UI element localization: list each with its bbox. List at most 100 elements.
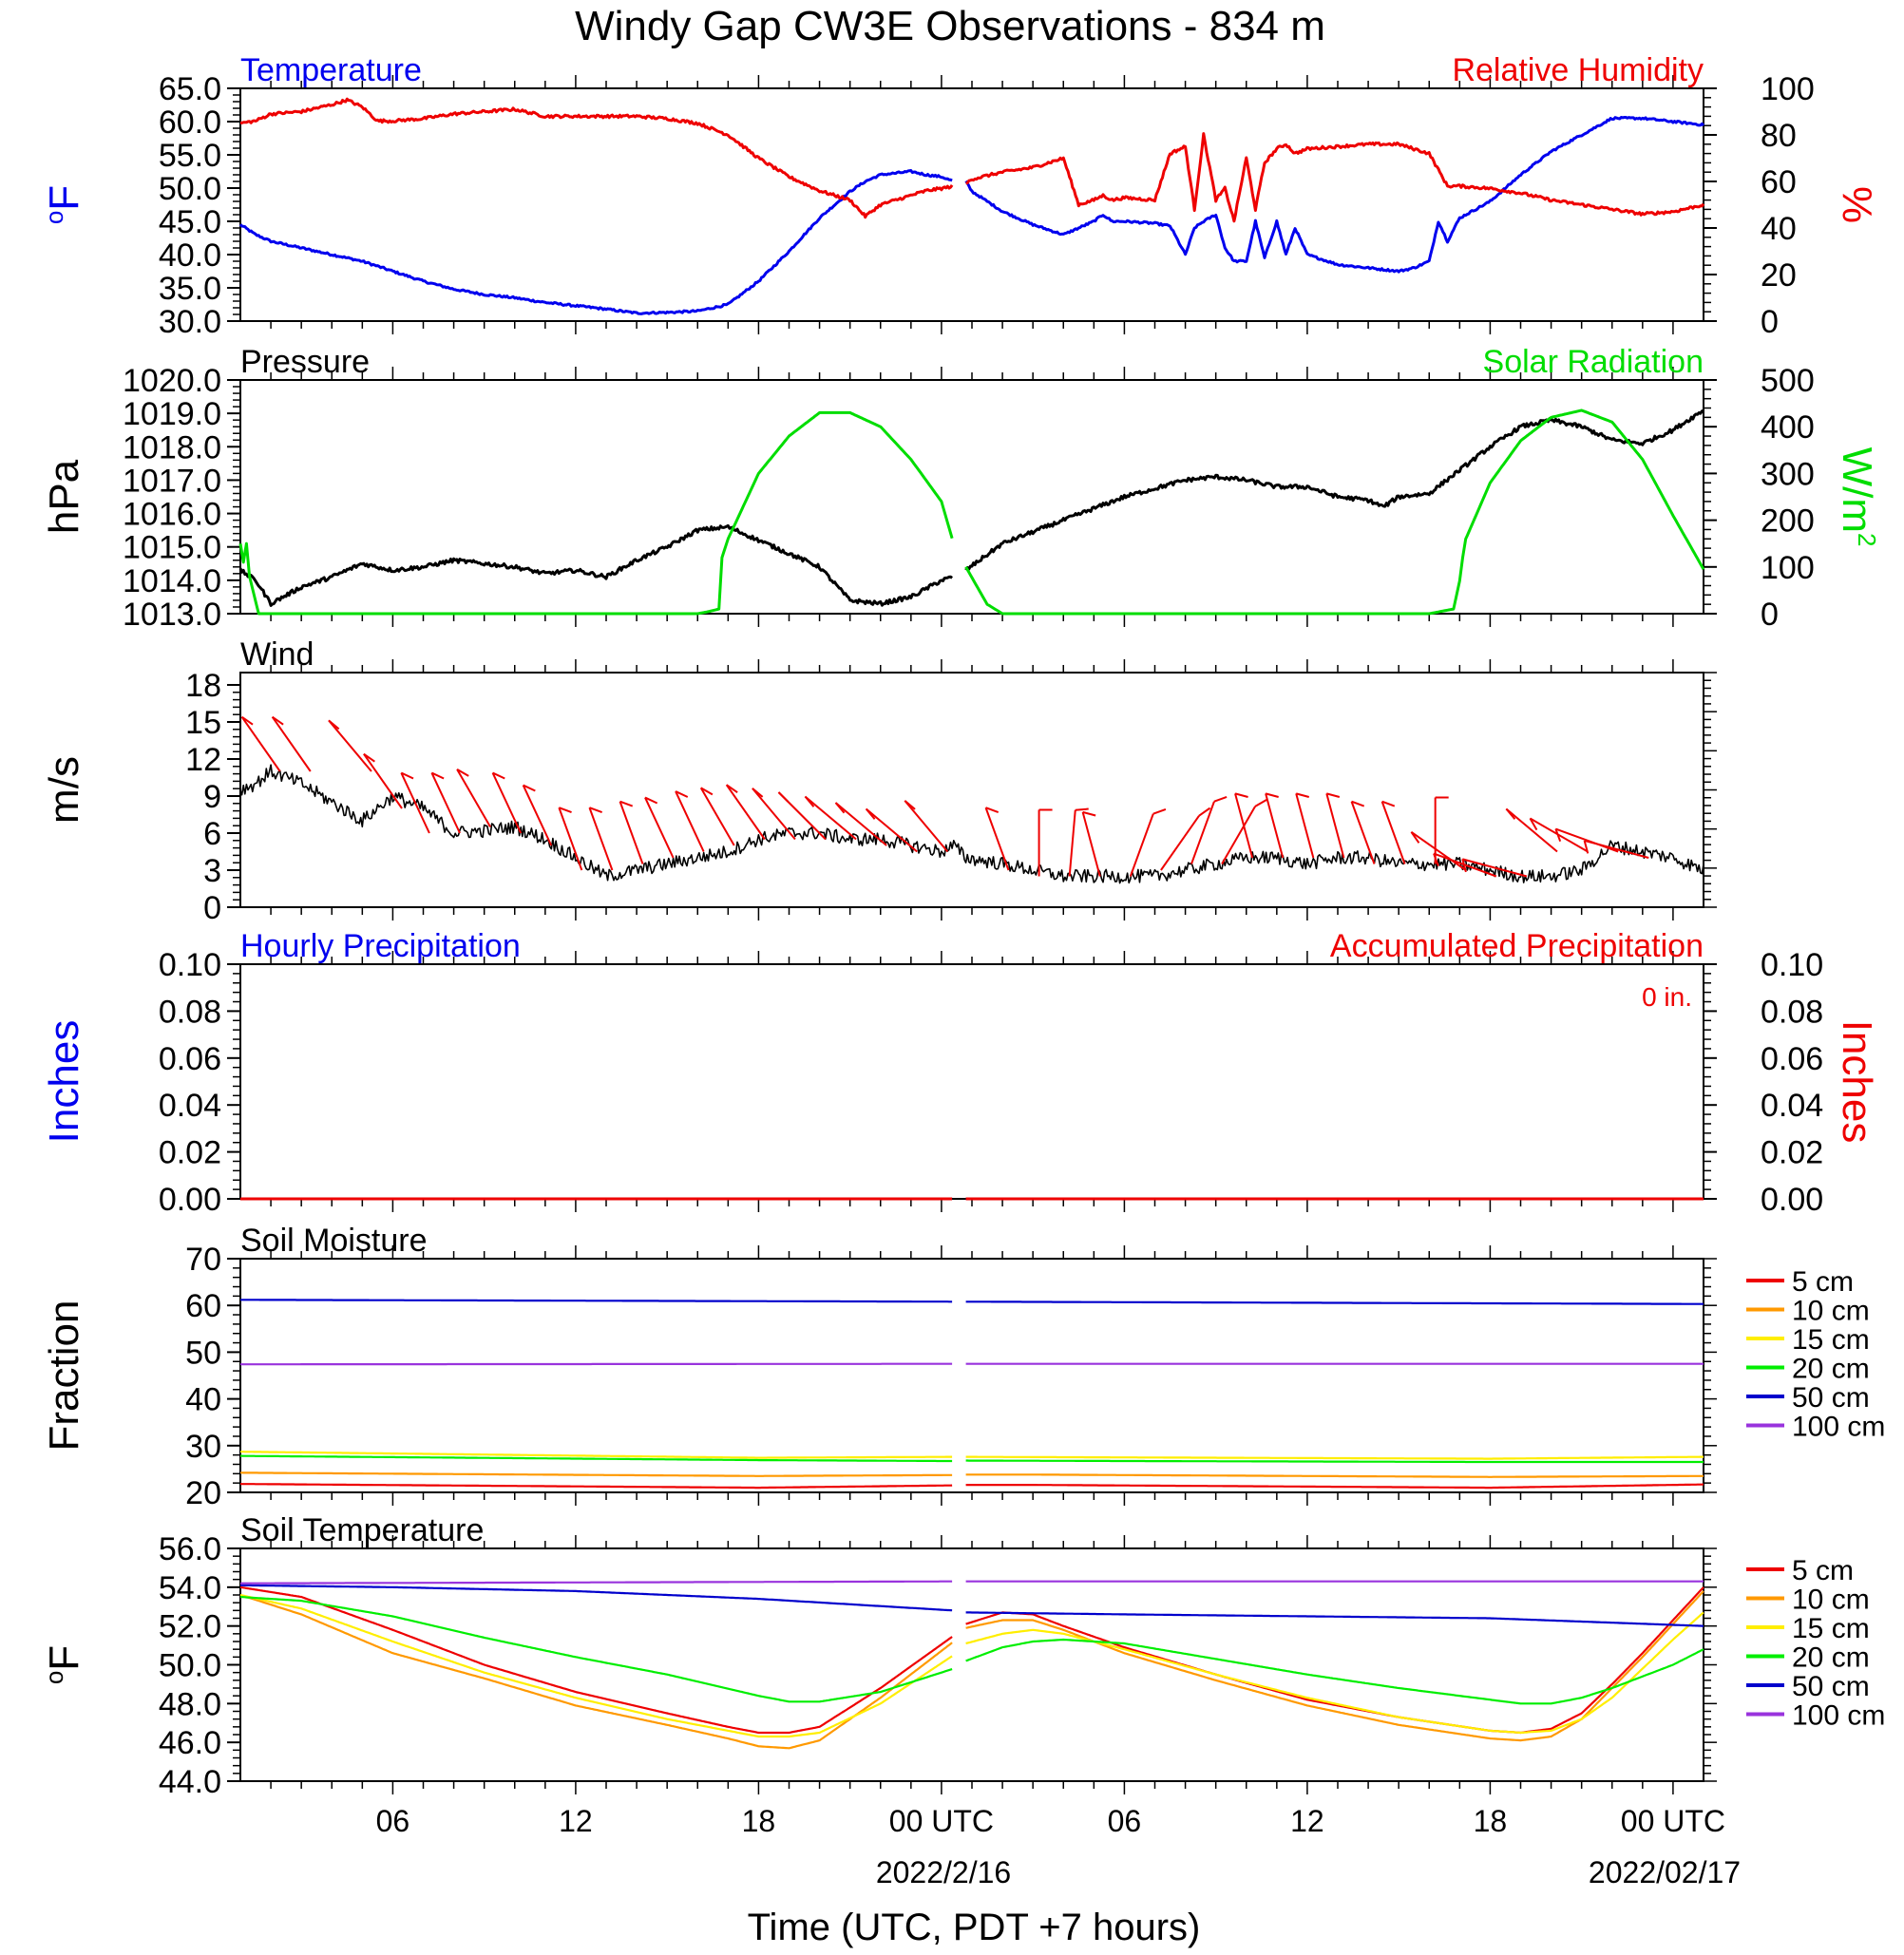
x-tick-label: 00 UTC [889,1804,994,1838]
x-tick-label: 18 [1474,1804,1508,1838]
y-tick-label: 44.0 [159,1764,221,1800]
wind-barb-staff [1234,793,1254,859]
y-axis-unit-left: oF [40,1645,87,1684]
wind-barb [1380,800,1406,864]
wind-barb-flag [589,807,602,813]
wind-barb-flag [1254,799,1267,807]
wind-barb-staff [400,772,430,834]
wind-barb-flag [1265,792,1279,798]
date-label-1: 2022/2/16 [876,1855,1011,1889]
y-tick-label: 70 [185,1242,221,1278]
y-tick-label: 60.0 [159,104,221,141]
x-tick-label: 12 [559,1804,593,1838]
wind-barb-flag [675,790,689,798]
wind-barb [619,800,644,864]
wind-barb-staff [588,807,614,871]
wind-barb [363,752,403,809]
y-tick-label: 15 [185,705,221,741]
wind-barb-staff [1350,801,1376,864]
wind-barb-staff [675,790,705,852]
wind-barb-staff [430,772,461,834]
wind-barb-staff [328,719,372,772]
series-line-5-cm [239,1585,1704,1735]
wind-barb-flag [1075,807,1089,811]
wind-barb-staff [865,807,918,853]
wind-barb-staff [1380,801,1406,864]
wind-barb [1295,792,1315,859]
panel-soil_moisture: 70 60 50 40 30 20 Soil Moisture Fraction 5 cm10 … [41,1223,1885,1511]
panel-title-left: Temperature [240,52,422,88]
panel-title-left: Wind [240,636,314,673]
y-tick-label: 0.04 [159,1088,221,1124]
wind-barb [522,784,553,846]
y-axis-unit-right: Inches [1834,1020,1880,1144]
wind-barb-flag [272,715,284,726]
wind-barb [328,719,372,772]
legend-label: 50 cm [1792,1671,1870,1702]
panel-title-right: Accumulated Precipitation [1330,928,1704,964]
wind-barb-staff [834,802,887,846]
y-right-tick-label: 0 [1761,304,1779,340]
wind-barb-flag [1082,810,1096,817]
wind-barb-flag [456,769,469,777]
y-tick-label: 0.06 [159,1041,221,1077]
wind-barb-flag [1505,807,1516,820]
wind-barb [1410,831,1467,871]
y-tick-label: 45.0 [159,204,221,240]
wind-barb-flag [1433,853,1439,867]
unit-superscript: 2 [1853,533,1881,546]
y-right-tick-label: 400 [1761,409,1815,446]
y-right-tick-label: 0.08 [1761,994,1823,1030]
wind-barb [491,771,523,834]
series-line-relative-humidity [240,97,1705,223]
panel-title-left: Pressure [240,344,370,380]
x-tick-label: 06 [376,1804,410,1838]
wind-barb-flag [1381,800,1396,807]
legend-label: 5 cm [1792,1555,1854,1586]
wind-barb [984,807,1010,871]
wind-barb [1434,796,1449,864]
wind-barb [1325,792,1345,859]
wind-barb-staff [644,797,675,859]
wind-barb [430,771,461,834]
wind-barb [725,784,766,841]
wind-barb-flag [1583,840,1590,854]
y-tick-label: 65.0 [159,71,221,107]
y-tick-label: 50.0 [159,1648,221,1684]
wind-barb-staff [1068,809,1076,877]
series-line-pressure [238,408,1704,607]
x-axis-label: Time (UTC, PDT +7 hours) [748,1907,1201,1948]
wind-barb-staff [558,807,583,871]
y-right-tick-label: 200 [1761,503,1815,540]
wind-barb [558,807,583,871]
wind-barb [1234,792,1254,859]
y-tick-label: 0.00 [159,1182,221,1218]
x-tick-label: 06 [1108,1804,1142,1838]
y-right-tick-label: 100 [1761,71,1815,107]
wind-barb-staff [619,801,644,864]
legend-label: 50 cm [1792,1382,1870,1414]
wind-barb-staff [1081,811,1101,877]
wind-barb-staff [363,753,403,809]
wind-barb-flag [904,800,916,810]
wind-barb-staff [1410,831,1467,871]
wind-barb-flag [644,796,658,805]
y-tick-label: 0 [203,890,221,926]
y-axis-unit-left: hPa [41,459,87,534]
wind-barb-flag [777,791,790,803]
y-tick-label: 1014.0 [123,563,221,599]
y-tick-label: 50 [185,1335,221,1371]
series-line-temperature [238,116,1705,315]
y-tick-label: 52.0 [159,1609,221,1645]
wind-barb [1461,858,1528,878]
y-tick-label: 0.02 [159,1135,221,1171]
legend-label: 100 cm [1792,1412,1885,1443]
series-line-10-cm [239,1590,1704,1750]
y-right-tick-label: 100 [1761,550,1815,586]
wind-barb-flag [492,771,505,780]
x-tick-label: 18 [742,1804,776,1838]
y-tick-label: 0.08 [159,994,221,1030]
wind-barb-staff [271,716,312,772]
series-line-20-cm [240,1454,1704,1464]
